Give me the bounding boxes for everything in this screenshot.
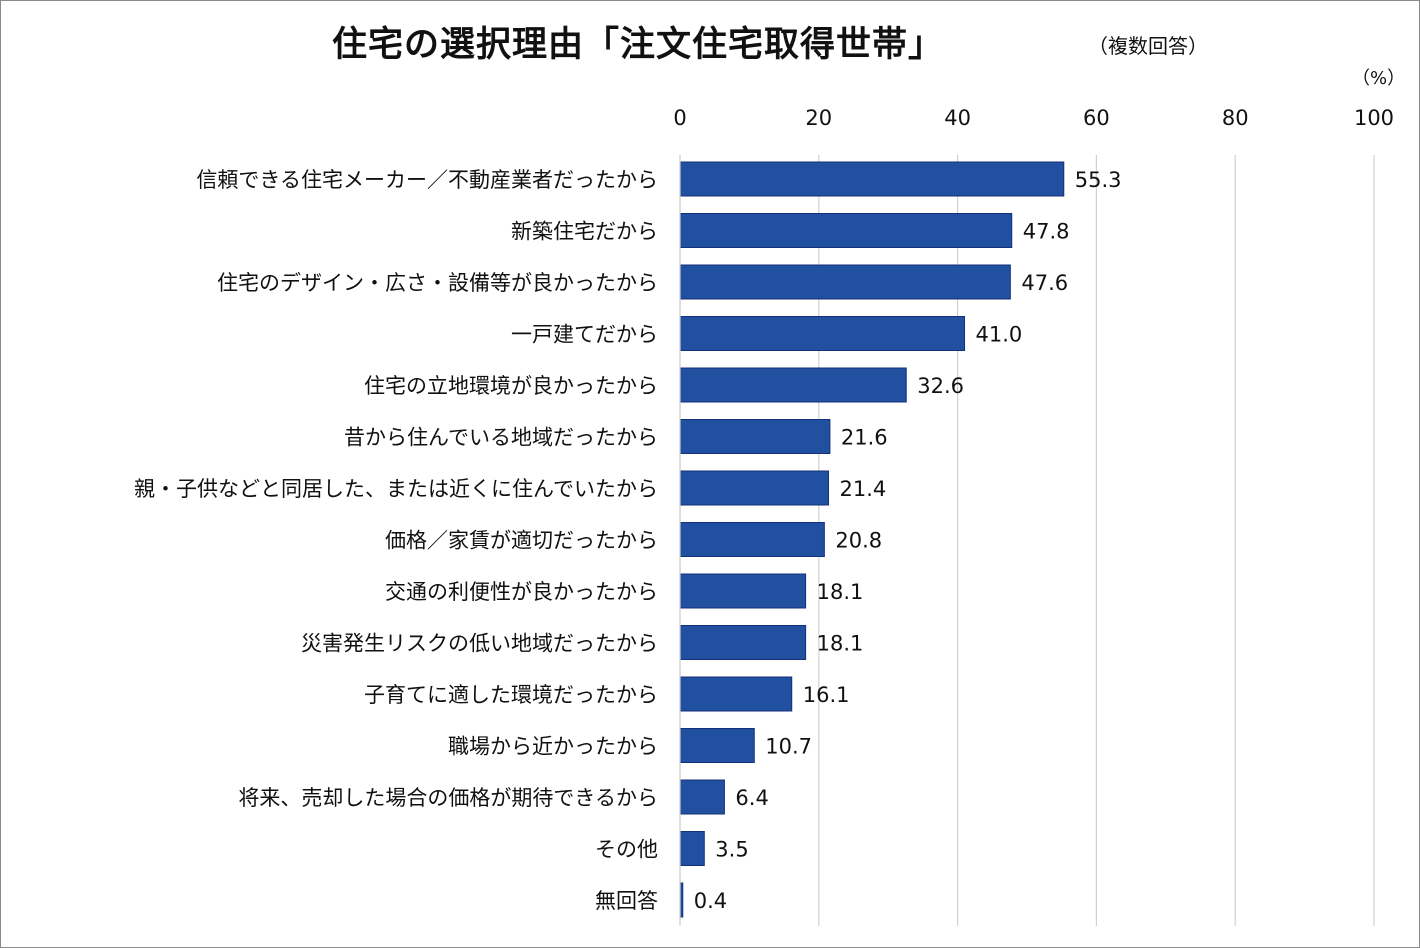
category-label: 価格／家賃が適切だったから bbox=[385, 529, 658, 553]
category-label: その他 bbox=[595, 838, 658, 862]
category-label: 信頼できる住宅メーカー／不動産業者だったから bbox=[196, 168, 658, 192]
data-label: 0.4 bbox=[694, 889, 727, 913]
category-label: 職場から近かったから bbox=[448, 735, 658, 759]
data-label: 47.6 bbox=[1021, 271, 1068, 295]
data-label: 6.4 bbox=[735, 786, 768, 810]
bar bbox=[679, 264, 1011, 300]
bar bbox=[679, 573, 807, 609]
data-label: 21.4 bbox=[840, 477, 887, 501]
unit-label: （%） bbox=[1352, 68, 1406, 89]
data-label: 3.5 bbox=[715, 838, 748, 862]
category-label: 子育てに適した環境だったから bbox=[364, 683, 658, 707]
bar bbox=[679, 831, 705, 866]
category-label: 一戸建てだから bbox=[511, 323, 658, 347]
bar bbox=[679, 213, 1013, 248]
chart-subtitle: （複数回答） bbox=[1088, 34, 1208, 58]
data-label: 41.0 bbox=[976, 323, 1023, 347]
category-label: 将来、売却した場合の価格が期待できるから bbox=[238, 786, 658, 810]
category-label: 住宅の立地環境が良かったから bbox=[364, 374, 658, 398]
category-label: 災害発生リスクの低い地域だったから bbox=[301, 632, 658, 656]
bar bbox=[679, 779, 725, 815]
data-label: 20.8 bbox=[835, 529, 882, 553]
bar bbox=[679, 367, 907, 403]
data-label: 21.6 bbox=[841, 426, 888, 450]
x-tick-label: 80 bbox=[1222, 106, 1249, 130]
x-tick-label: 0 bbox=[673, 106, 686, 130]
x-tick-label: 60 bbox=[1083, 106, 1110, 130]
bar bbox=[679, 728, 755, 763]
bar bbox=[679, 419, 831, 454]
data-label: 32.6 bbox=[917, 374, 964, 398]
x-tick-label: 20 bbox=[805, 106, 832, 130]
bar bbox=[679, 676, 793, 712]
bar bbox=[679, 470, 830, 506]
data-label: 18.1 bbox=[817, 632, 864, 656]
category-label: 交通の利便性が良かったから bbox=[385, 580, 658, 604]
category-label: 親・子供などと同居した、または近くに住んでいたから bbox=[134, 477, 658, 501]
bar bbox=[679, 625, 807, 660]
x-tick-label: 40 bbox=[944, 106, 971, 130]
data-label: 47.8 bbox=[1023, 220, 1070, 244]
chart-title: 住宅の選択理由「注文住宅取得世帯」 bbox=[332, 25, 945, 65]
category-label: 住宅のデザイン・広さ・設備等が良かったから bbox=[217, 271, 658, 295]
category-label: 新築住宅だから bbox=[511, 220, 658, 244]
data-label: 18.1 bbox=[817, 580, 864, 604]
x-tick-label: 100 bbox=[1354, 106, 1394, 130]
bar bbox=[679, 161, 1065, 197]
category-label: 無回答 bbox=[595, 889, 658, 913]
bar bbox=[679, 316, 966, 351]
data-label: 55.3 bbox=[1075, 168, 1122, 192]
category-label: 昔から住んでいる地域だったから bbox=[344, 426, 658, 450]
bar bbox=[679, 522, 825, 557]
data-label: 10.7 bbox=[765, 735, 812, 759]
data-label: 16.1 bbox=[803, 683, 850, 707]
